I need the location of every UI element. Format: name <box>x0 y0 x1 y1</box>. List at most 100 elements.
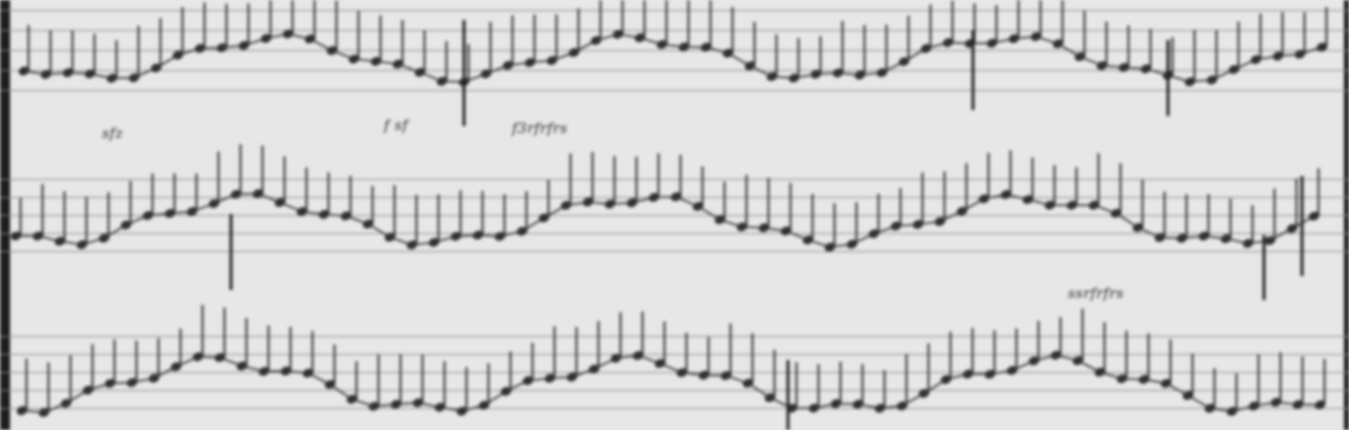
slur-line <box>1275 401 1299 406</box>
note-head <box>604 199 616 209</box>
slur-line <box>881 60 905 74</box>
slur-line <box>1077 359 1101 373</box>
slur-line <box>301 210 325 216</box>
slur-line <box>463 72 487 83</box>
slur-line <box>331 49 355 60</box>
slur-line <box>87 382 111 391</box>
slur-line <box>1203 235 1227 240</box>
note-head <box>824 242 836 252</box>
slur-line <box>23 70 47 76</box>
staff-line <box>0 251 1349 252</box>
staff-line <box>0 408 1349 409</box>
slur-line <box>609 201 633 205</box>
slur-line <box>219 356 243 367</box>
slur-line <box>199 46 223 50</box>
slur-line <box>705 46 729 54</box>
slur-line <box>1027 198 1051 206</box>
slur-line <box>639 36 663 46</box>
slur-line <box>1057 42 1081 58</box>
slur-line <box>397 63 421 74</box>
staff-line <box>0 10 1349 11</box>
slur-line <box>153 365 177 380</box>
slur-line <box>1033 354 1057 362</box>
slur-line <box>901 392 925 407</box>
slur-line <box>659 362 683 374</box>
slur-line <box>169 210 193 215</box>
slur-line <box>485 64 509 75</box>
slur-line <box>37 235 61 243</box>
slur-line <box>65 389 89 405</box>
slur-line <box>125 214 149 226</box>
slur-line <box>67 71 91 75</box>
slur-line <box>287 33 311 40</box>
staff-line <box>0 336 1349 337</box>
slur-line <box>1189 78 1213 83</box>
staff-line <box>0 354 1349 355</box>
slur-line <box>213 193 237 205</box>
slur-line <box>1123 66 1147 70</box>
staff-line <box>0 70 1349 71</box>
dynamic-marking-sfz: sfz <box>102 126 124 142</box>
slur-line <box>21 409 45 414</box>
slur-line <box>285 370 309 374</box>
slur-line <box>1167 74 1191 83</box>
slur-line <box>309 38 333 52</box>
slur-line <box>1233 58 1257 71</box>
slur-line <box>1225 237 1249 245</box>
staff-line <box>0 233 1349 234</box>
slur-line <box>681 371 705 377</box>
slur-line <box>813 402 837 409</box>
slur-line <box>1005 193 1029 201</box>
slur-line <box>653 195 677 199</box>
slur-line <box>551 51 575 62</box>
slur-line <box>353 58 377 63</box>
slur-line <box>477 234 501 238</box>
slur-line <box>1035 35 1059 45</box>
slur-line <box>43 402 67 414</box>
staff-line <box>0 215 1349 216</box>
staff-line <box>0 30 1349 31</box>
slur-line <box>543 204 567 219</box>
slur-line <box>1093 204 1117 215</box>
slur-line <box>571 368 595 378</box>
slur-line <box>1255 55 1279 61</box>
slur-line <box>505 379 529 393</box>
slur-line <box>197 355 221 359</box>
slur-line <box>807 239 831 248</box>
staff-line <box>0 90 1349 91</box>
slur-line <box>389 236 413 246</box>
slur-line <box>1269 227 1293 242</box>
staff-line <box>0 50 1349 51</box>
slur-line <box>221 44 245 49</box>
slur-line <box>439 406 463 413</box>
slur-line <box>1159 236 1183 240</box>
slur-line <box>1231 405 1255 413</box>
slur-line <box>1145 67 1169 77</box>
dynamic-marking-group-lower: ssrfrfrs <box>1068 286 1124 302</box>
slur-line <box>323 213 347 217</box>
slur-line <box>829 243 853 249</box>
staff-line <box>0 372 1349 373</box>
slur-line <box>741 225 765 229</box>
slur-line <box>1143 378 1167 385</box>
slur-line <box>917 220 941 226</box>
note-head <box>788 73 800 83</box>
slur-line <box>1101 64 1125 69</box>
slur-line <box>307 372 331 386</box>
slur-line <box>697 205 721 221</box>
slur-line <box>235 192 259 196</box>
slur-line <box>529 59 553 64</box>
slur-line <box>793 73 817 79</box>
slur-line <box>175 355 199 368</box>
dynamic-marking-f-sf: f sf <box>384 118 408 134</box>
slur-line <box>857 403 881 410</box>
slur-line <box>1121 377 1145 381</box>
slur-line <box>763 226 787 232</box>
slur-line <box>725 374 749 385</box>
slur-line <box>747 382 771 399</box>
slur-line <box>177 47 201 56</box>
slur-line <box>675 195 699 208</box>
slur-line <box>1253 401 1277 407</box>
